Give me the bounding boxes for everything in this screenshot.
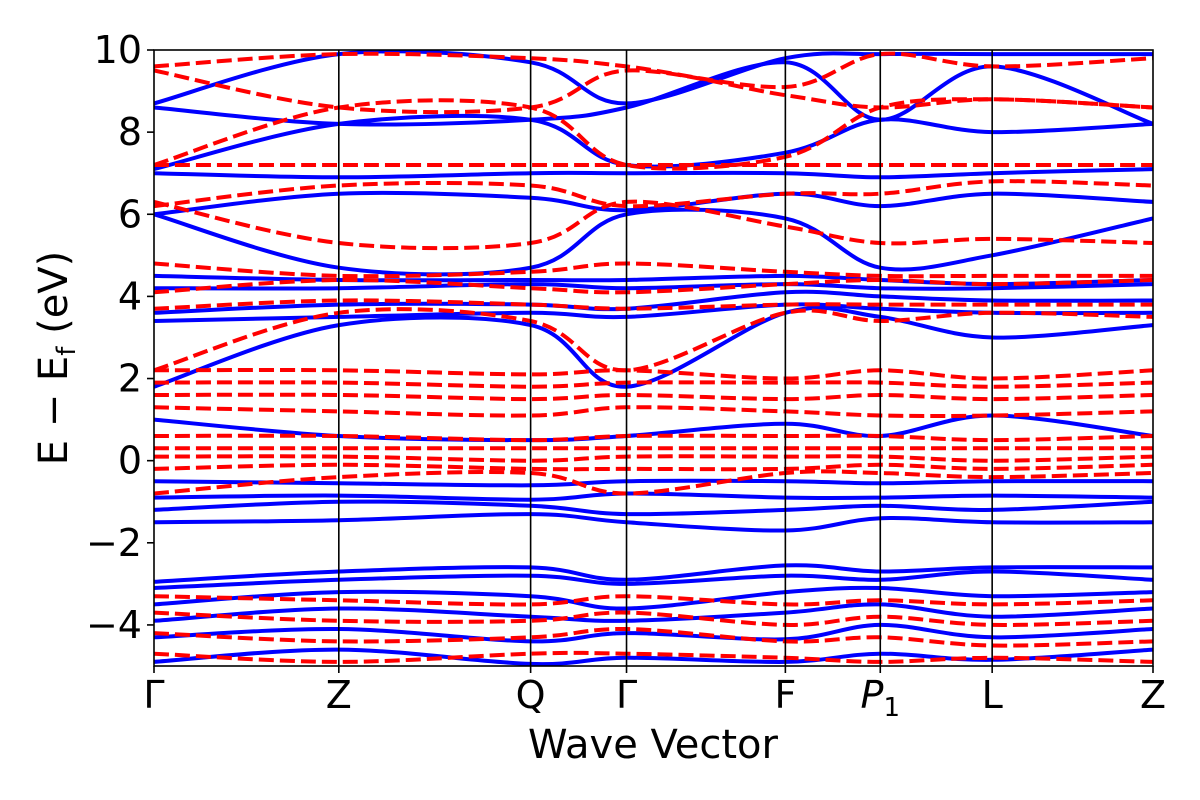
- dashed-band-line-1: [154, 626, 1153, 648]
- dashed-band-line-0: [154, 650, 1153, 664]
- dashed-band-line-13: [154, 307, 1153, 373]
- dashed-band-line-3: [154, 594, 1153, 607]
- y-ticks: 10 8 6 4 2 0 −2 −4: [86, 28, 154, 647]
- dashed-band-line-11: [154, 380, 1153, 389]
- x-tick-label-7: Z: [1140, 673, 1166, 717]
- y-tick-label-1: 8: [118, 110, 142, 154]
- y-axis-label-sub: f: [52, 346, 82, 356]
- y-tick-label-2: 6: [118, 192, 142, 236]
- dashed-band-line-22: [154, 51, 1153, 90]
- y-tick-label-3: 4: [118, 274, 142, 318]
- dashed-band-line-8: [154, 433, 1153, 443]
- x-tick-label-3: Γ: [616, 673, 637, 717]
- x-tick-label-4: F: [774, 673, 796, 717]
- dashed-band-line-15: [154, 277, 1153, 295]
- dashed-band-line-10: [154, 392, 1153, 402]
- y-axis-label-unit: (eV): [31, 251, 77, 347]
- dashed-band-line-6: [154, 454, 1153, 463]
- plot-frame: [153, 49, 1154, 667]
- dashed-band-line-12: [154, 367, 1153, 381]
- dashed-band-line-5: [154, 462, 1153, 472]
- plot-background: [154, 50, 1153, 666]
- x-tick-label-1: Z: [326, 673, 352, 717]
- dashed-band-line-16: [154, 261, 1153, 279]
- x-tick-label-2: Q: [516, 673, 546, 717]
- k-point-lines: [338, 50, 993, 666]
- x-tick-label-0: Γ: [143, 673, 164, 717]
- y-tick-label-5: 0: [118, 439, 142, 483]
- dashed-band-line-2: [154, 610, 1153, 627]
- y-tick-label-7: −4: [86, 603, 142, 647]
- x-tick-label-6: L: [982, 673, 1003, 717]
- y-tick-label-6: −2: [86, 521, 142, 565]
- x-axis-label: Wave Vector: [528, 722, 779, 768]
- y-tick-label-0: 10: [94, 28, 142, 72]
- dashed-band-line-21: [154, 68, 1153, 115]
- y-axis-label-main: E − E: [31, 356, 77, 466]
- y-axis-label: E − Ef (eV): [31, 251, 82, 466]
- dashed-band-line-9: [154, 405, 1153, 419]
- y-tick-label-4: 2: [118, 357, 142, 401]
- dashed-band-line-14: [154, 298, 1153, 311]
- x-ticks: Γ Z Q Γ F P1 L Z: [143, 666, 1166, 723]
- x-tick-label-5: P1: [861, 673, 900, 723]
